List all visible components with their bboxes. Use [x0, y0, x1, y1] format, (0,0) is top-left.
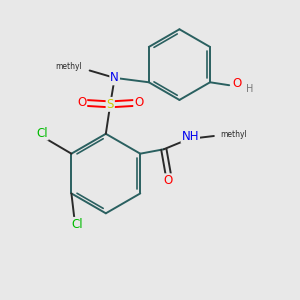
Text: N: N — [110, 71, 119, 84]
Text: NH: NH — [182, 130, 199, 142]
Text: O: O — [77, 96, 86, 110]
Text: H: H — [246, 84, 253, 94]
Text: methyl: methyl — [56, 62, 82, 71]
Text: S: S — [106, 98, 114, 111]
Text: O: O — [164, 174, 173, 187]
Text: O: O — [134, 96, 143, 110]
Text: Cl: Cl — [71, 218, 83, 231]
Text: O: O — [232, 77, 241, 90]
Text: Cl: Cl — [36, 127, 48, 140]
Text: methyl: methyl — [220, 130, 247, 139]
